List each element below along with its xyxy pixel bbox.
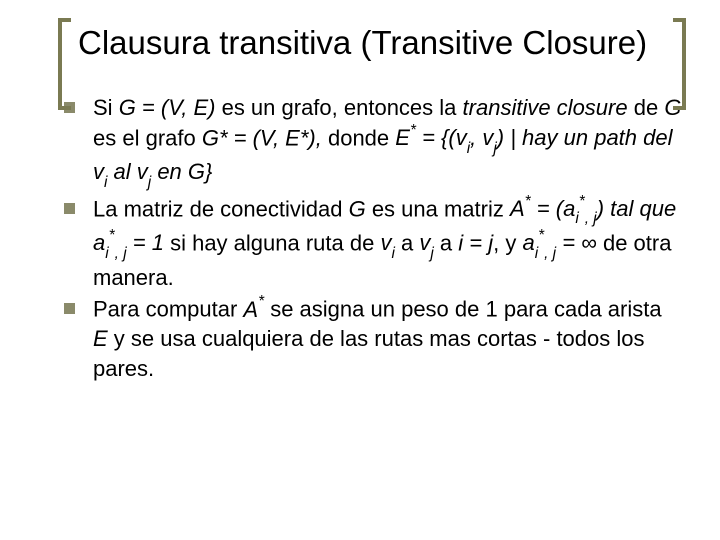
bracket-left-icon bbox=[56, 18, 74, 110]
item-text: Si G = (V, E) es un grafo, entonces la t… bbox=[93, 93, 682, 191]
list-item: Si G = (V, E) es un grafo, entonces la t… bbox=[64, 93, 682, 191]
item-text: La matriz de conectividad G es una matri… bbox=[93, 194, 682, 293]
bullet-icon bbox=[64, 303, 75, 314]
slide: Clausura transitiva (Transitive Closure)… bbox=[0, 0, 720, 540]
item-text: Para computar A* se asigna un peso de 1 … bbox=[93, 294, 682, 383]
list-item: La matriz de conectividad G es una matri… bbox=[64, 194, 682, 293]
page-title: Clausura transitiva (Transitive Closure) bbox=[62, 18, 682, 67]
title-container: Clausura transitiva (Transitive Closure) bbox=[62, 18, 682, 67]
bullet-list: Si G = (V, E) es un grafo, entonces la t… bbox=[62, 93, 682, 384]
bullet-icon bbox=[64, 203, 75, 214]
bracket-right-icon bbox=[670, 18, 688, 110]
list-item: Para computar A* se asigna un peso de 1 … bbox=[64, 294, 682, 383]
